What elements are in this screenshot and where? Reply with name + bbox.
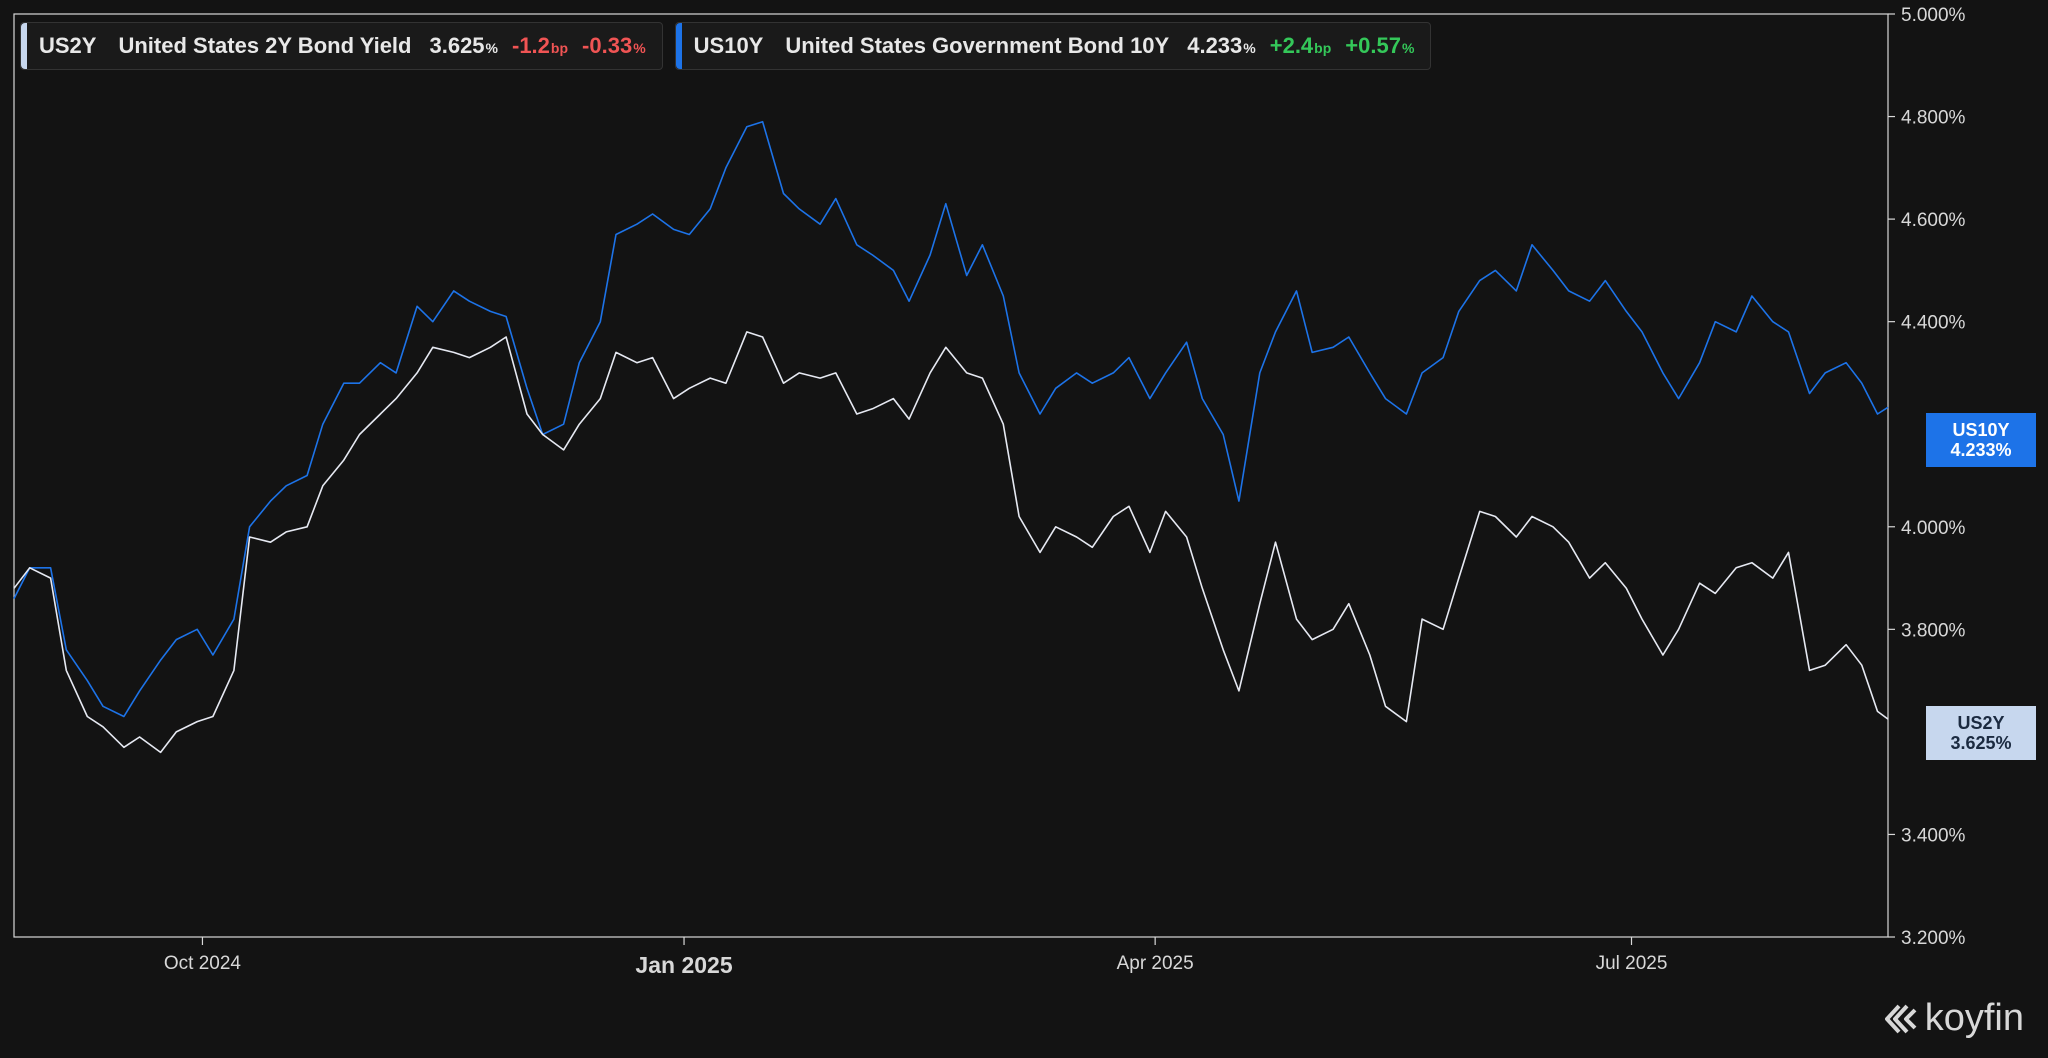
price-tag-ticker: US2Y (1957, 713, 2005, 733)
series-line-us10y (13, 120, 1889, 718)
y-tick-label: 3.800% (1901, 620, 1966, 641)
price-tag-ticker: US10Y (1952, 420, 2010, 440)
legend-chip-us2y[interactable]: US2Y United States 2Y Bond Yield 3.625% … (20, 22, 663, 70)
x-tick-label: Jul 2025 (1596, 953, 1668, 974)
y-tick-label: 3.400% (1901, 825, 1966, 846)
y-tick-label: 4.400% (1901, 313, 1966, 334)
y-tick-label: 5.000% (1901, 5, 1966, 26)
legend-ticker: US2Y (39, 33, 97, 58)
y-tick-label: 3.200% (1901, 928, 1966, 949)
legend-change-bp: +2.4bp (1269, 33, 1332, 58)
legend-change-pct: +0.57% (1345, 33, 1415, 58)
legend-series-name: United States Government Bond 10Y (785, 33, 1170, 58)
price-tag-value: 3.625% (1950, 733, 2012, 753)
legend-chip-us10y[interactable]: US10Y United States Government Bond 10Y … (674, 22, 1432, 70)
legend-value: 4.233% (1187, 33, 1256, 58)
legend-swatch-us2y (21, 23, 27, 69)
y-tick-label: 4.600% (1901, 210, 1966, 231)
legend-ticker: US10Y (693, 33, 764, 58)
price-tag-us2y: US2Y 3.625% (1926, 706, 2036, 760)
price-tag-us10y: US10Y 4.233% (1926, 413, 2036, 467)
x-tick-label: Apr 2025 (1117, 953, 1194, 974)
legend-series-name: United States 2Y Bond Yield (118, 33, 412, 58)
koyfin-icon (1884, 1004, 1917, 1033)
x-tick-label: Oct 2024 (164, 953, 242, 974)
price-tag-value: 4.233% (1950, 440, 2012, 460)
koyfin-logo: koyfin (1884, 997, 2024, 1040)
y-tick-label: 4.000% (1901, 518, 1966, 539)
legend-swatch-us10y (675, 23, 682, 69)
legend-change-bp: -1.2bp (512, 33, 569, 58)
y-tick-label: 4.800% (1901, 108, 1966, 129)
legend-value: 3.625% (429, 33, 498, 58)
plot-area-border (13, 13, 1889, 938)
legend: US2Y United States 2Y Bond Yield 3.625% … (20, 22, 1432, 70)
brand-name: koyfin (1924, 997, 2024, 1039)
x-tick-label: Jan 2025 (635, 952, 732, 978)
legend-change-pct: -0.33% (582, 33, 646, 58)
series-line-us2y (13, 331, 1889, 754)
